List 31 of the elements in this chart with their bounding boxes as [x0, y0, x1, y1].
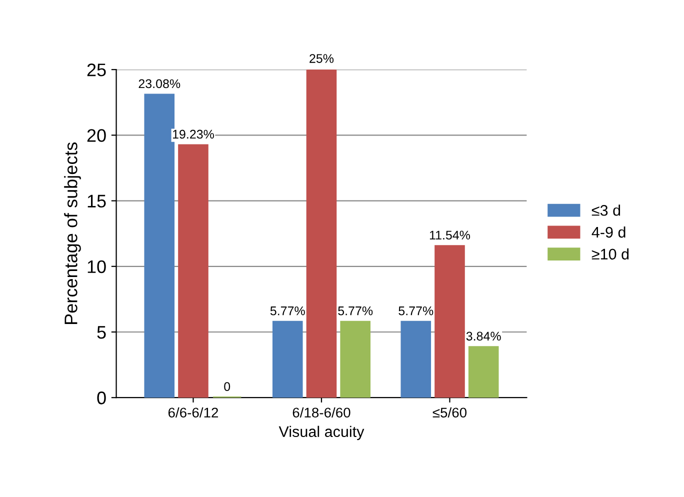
data-label: 5.77% — [398, 306, 434, 316]
x-tick-label: 6/18-6/60 — [292, 407, 350, 418]
y-axis-title: Percentage of subjects — [64, 142, 81, 324]
y-tick-label: 25 — [87, 64, 106, 76]
bar — [178, 144, 208, 398]
x-axis-title: Visual acuity — [278, 426, 364, 440]
data-label: 23.08% — [138, 79, 180, 88]
y-tick-label: 10 — [88, 260, 106, 274]
y-tick-label: 5 — [97, 326, 106, 339]
bar — [272, 320, 303, 398]
data-label: 11.54% — [430, 230, 470, 240]
legend-label: 4-9 d — [592, 226, 626, 238]
data-label: 0 — [224, 382, 230, 391]
bar — [306, 70, 337, 398]
data-label: 19.23% — [172, 130, 214, 139]
y-tick-label: 20 — [87, 129, 106, 142]
data-label: 25% — [310, 54, 334, 63]
x-tick-label: ≤5/60 — [432, 407, 467, 418]
bar — [434, 245, 465, 398]
data-label: 3.84% — [466, 332, 501, 341]
data-label: 5.77% — [338, 306, 373, 316]
bar — [144, 94, 175, 398]
x-tick-label: 6/6-6/12 — [168, 407, 218, 418]
bar — [340, 320, 370, 398]
legend-label: ≤3 d — [592, 204, 620, 216]
y-tick-label: 0 — [97, 392, 106, 404]
data-label: 5.77% — [270, 306, 305, 316]
legend-label: ≥10 d — [592, 248, 629, 260]
bar — [468, 346, 499, 398]
y-tick-label: 15 — [88, 194, 106, 208]
bar — [400, 320, 432, 398]
